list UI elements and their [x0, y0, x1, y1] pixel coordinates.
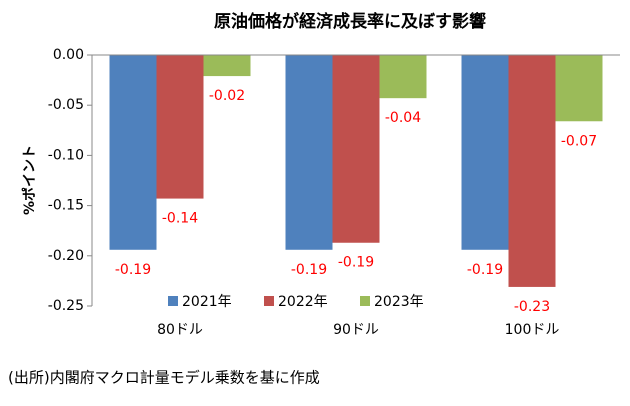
value-label: -0.14 — [162, 211, 198, 227]
bar — [461, 55, 509, 250]
legend-swatch — [168, 296, 178, 306]
bar — [285, 55, 333, 250]
value-label: -0.19 — [338, 255, 374, 271]
legend-swatch — [264, 296, 274, 306]
x-tick-label: 100ドル — [505, 322, 560, 338]
x-tick-label: 80ドル — [157, 322, 203, 338]
chart-title: 原油価格が経済成長率に及ぼす影響 — [214, 11, 486, 32]
bar — [203, 55, 251, 77]
value-label: -0.19 — [467, 262, 503, 278]
y-tick-label: -0.10 — [48, 147, 84, 163]
y-tick-label: 0.00 — [53, 47, 84, 63]
bar — [109, 55, 157, 250]
value-label: -0.19 — [291, 262, 327, 278]
legend-label: 2023年 — [374, 294, 424, 310]
value-label: -0.07 — [561, 133, 597, 149]
y-tick-label: -0.05 — [48, 97, 84, 113]
y-tick-label: -0.20 — [48, 248, 84, 264]
legend-label: 2022年 — [278, 294, 328, 310]
value-label: -0.04 — [385, 110, 421, 126]
legend-swatch — [360, 296, 370, 306]
value-label: -0.02 — [209, 88, 245, 104]
x-tick-label: 90ドル — [333, 322, 379, 338]
value-label: -0.19 — [115, 262, 151, 278]
bar — [332, 55, 380, 243]
y-tick-label: -0.15 — [48, 198, 84, 214]
y-axis-label: %ポイント — [21, 145, 38, 215]
bar — [508, 55, 556, 287]
bar — [379, 55, 427, 99]
bar — [555, 55, 603, 122]
y-tick-label: -0.25 — [48, 298, 84, 314]
bar — [156, 55, 204, 199]
legend-label: 2021年 — [182, 294, 232, 310]
value-label: -0.23 — [514, 299, 550, 315]
source-note: (出所)内閣府マクロ計量モデル乗数を基に作成 — [8, 369, 320, 387]
